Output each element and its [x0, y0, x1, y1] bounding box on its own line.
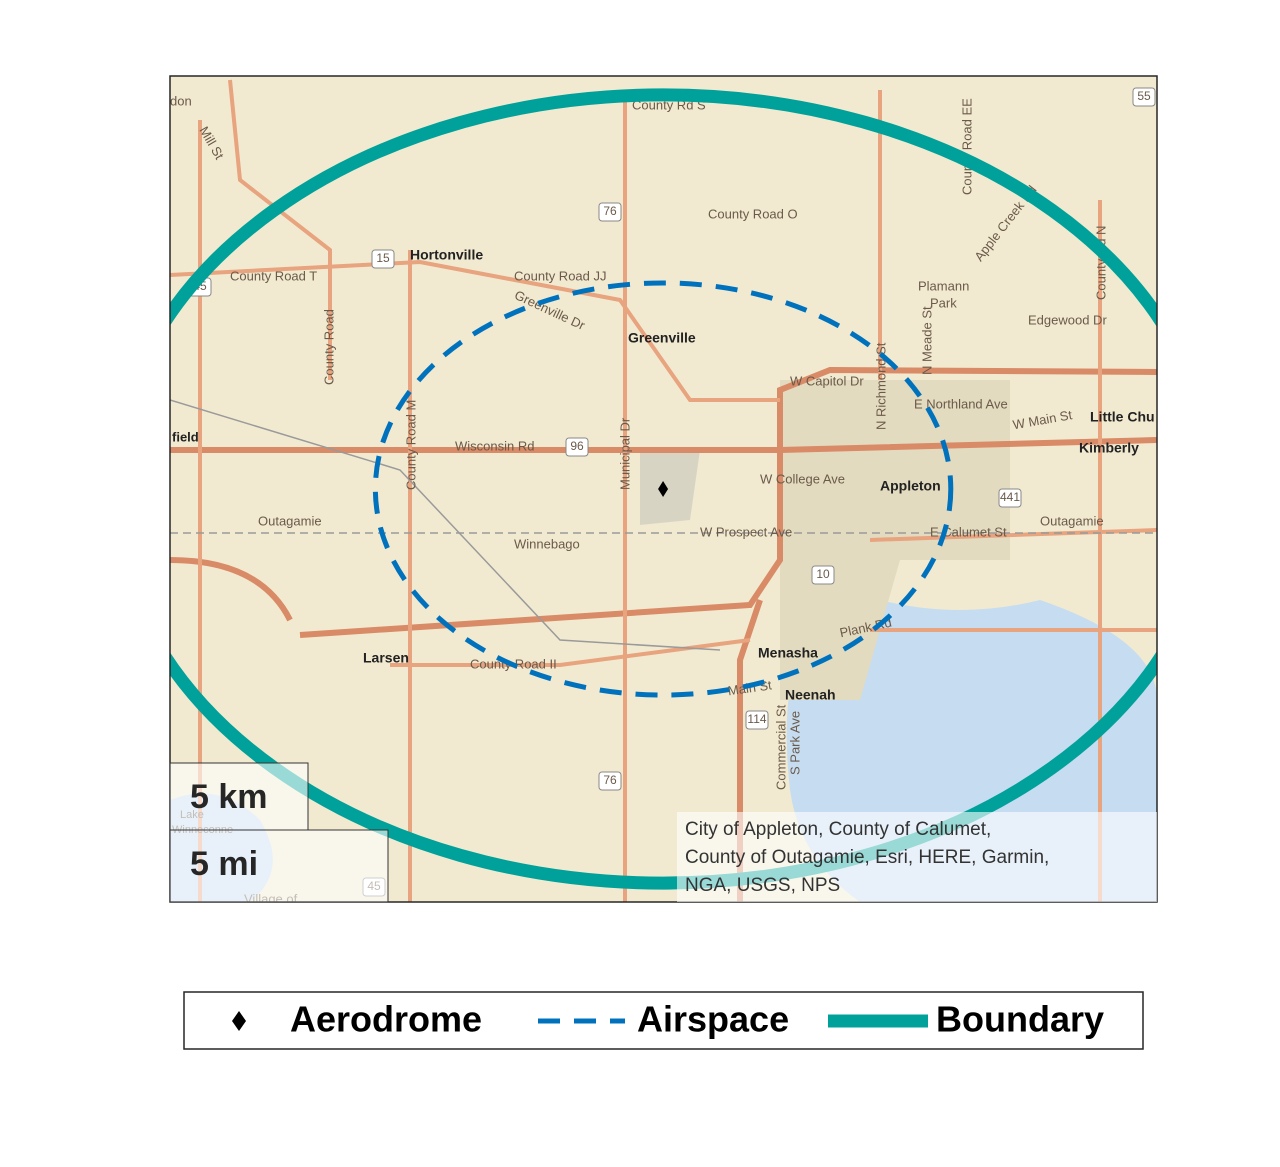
route-shield: [371, 249, 395, 269]
map-label: Neenah: [785, 687, 836, 703]
map-label: E Calumet St: [930, 524, 1007, 539]
map-label: Outagamie: [258, 513, 322, 528]
map-label: 15: [376, 251, 390, 265]
map-label: Appleton: [880, 478, 941, 494]
map-label: W Capitol Dr: [790, 373, 864, 388]
scale-bar: 5 km 5 mi: [169, 762, 389, 903]
boundary-circle: [170, 88, 1157, 890]
map-label: field: [172, 429, 199, 444]
map-label: County Road: [321, 309, 336, 385]
map-label: County Road EE: [959, 98, 974, 195]
map-label: Edgewood Dr: [1028, 312, 1107, 327]
legend-aerodrome-symbol: [232, 1011, 246, 1031]
map-label: N Richmond St: [873, 342, 888, 430]
scale-mi: 5 mi: [190, 845, 258, 883]
map-label: Commercial St: [773, 704, 788, 790]
airspace-circle: [372, 280, 954, 698]
aerodrome-marker: [658, 481, 669, 497]
map-label: Plamann: [918, 278, 969, 293]
map-label: Greenville: [628, 330, 696, 346]
route-shield: [1132, 87, 1156, 107]
map-label: 441: [1000, 490, 1020, 504]
map-label: Kimberly: [1079, 440, 1139, 456]
map-label: County Road T: [230, 268, 317, 283]
map-label: S Park Ave: [787, 711, 802, 775]
map-label: County Road JJ: [514, 268, 607, 283]
route-shield: [598, 771, 622, 791]
route-shield: [745, 710, 769, 730]
route-shield: [598, 202, 622, 222]
legend-label: Airspace: [637, 999, 789, 1040]
route-shield: [998, 488, 1022, 508]
map-label: County Road M: [403, 400, 418, 490]
map-label: N Meade St: [919, 306, 934, 375]
legend-label: Aerodrome: [290, 999, 482, 1040]
map-label: 76: [603, 204, 617, 218]
map-label: Municipal Dr: [617, 417, 632, 490]
map-label: Wisconsin Rd: [455, 438, 534, 453]
map-label: Menasha: [758, 645, 818, 661]
route-shield: [565, 437, 589, 457]
map-label: W College Ave: [760, 471, 845, 486]
map-label: 10: [816, 567, 830, 581]
route-shield: [811, 565, 835, 585]
map-label: 55: [1137, 89, 1151, 103]
map-label: E Northland Ave: [914, 396, 1008, 411]
attribution-line: County of Outagamie, Esri, HERE, Garmin,: [685, 847, 1049, 868]
map-label: W Prospect Ave: [700, 524, 792, 539]
map-label: Outagamie: [1040, 513, 1104, 528]
map-label: 96: [570, 439, 584, 453]
attribution: City of Appleton, County of Calumet, Cou…: [677, 812, 1157, 902]
legend-label: Boundary: [936, 999, 1104, 1040]
attribution-line: NGA, USGS, NPS: [685, 875, 840, 896]
map-label: 114: [747, 712, 766, 726]
map-label: Park: [930, 295, 957, 310]
legend: Aerodrome Airspace Boundary: [183, 991, 1144, 1050]
attribution-line: City of Appleton, County of Calumet,: [685, 819, 991, 840]
map-label: 76: [603, 773, 617, 787]
map-label: Little Chu: [1090, 409, 1155, 425]
scale-km: 5 km: [190, 778, 268, 816]
map-label: County Road O: [708, 206, 798, 221]
map-label: Larsen: [363, 650, 409, 666]
map-label: Hortonville: [410, 247, 483, 263]
map-label: don: [170, 93, 192, 108]
map-label: Winnebago: [514, 536, 580, 551]
map-frame: [169, 75, 1158, 903]
